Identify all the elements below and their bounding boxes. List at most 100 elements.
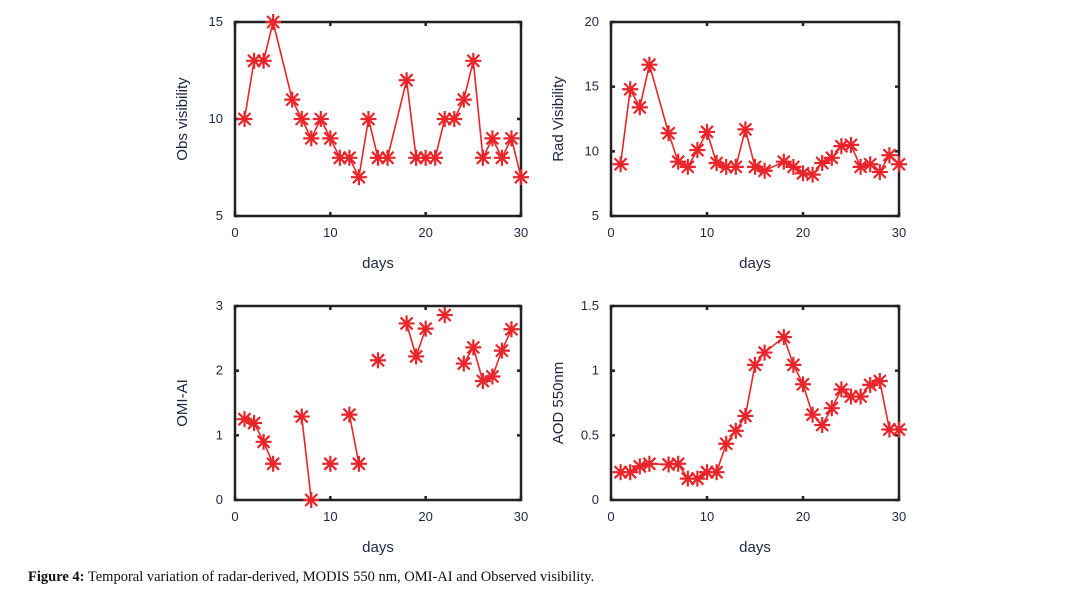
data-point-marker xyxy=(708,464,725,481)
data-point-marker xyxy=(474,149,491,166)
data-point-marker xyxy=(891,421,907,438)
subplot-omi-ai: 0 10 20 30 0 1 2 3 days OMI-AI xyxy=(174,298,528,556)
y-tick-label: 1.5 xyxy=(581,298,599,313)
data-point-marker xyxy=(622,81,639,98)
data-point-marker xyxy=(303,130,320,147)
data-point-marker xyxy=(689,142,706,159)
data-point-marker xyxy=(255,52,272,69)
series-omi xyxy=(236,307,520,508)
data-point-marker xyxy=(641,455,658,472)
data-point-marker xyxy=(785,158,802,175)
data-point-marker xyxy=(852,158,869,175)
y-axis-label: Rad Visibility xyxy=(550,76,567,162)
data-point-marker xyxy=(398,315,415,332)
data-point-marker xyxy=(737,121,754,138)
subplot-aod-550nm: 0 10 20 30 0 0.5 1 1.5 days AOD 550nm xyxy=(550,298,907,556)
data-point-marker xyxy=(670,455,687,472)
data-point-marker xyxy=(756,344,773,361)
data-point-marker xyxy=(350,169,367,186)
data-point-marker xyxy=(484,368,501,385)
data-point-marker xyxy=(436,307,453,324)
data-point-marker xyxy=(843,136,859,153)
data-point-marker xyxy=(804,166,821,183)
data-point-marker xyxy=(293,111,310,127)
data-point-marker xyxy=(455,355,472,372)
data-point-marker xyxy=(881,421,898,438)
data-point-marker xyxy=(408,348,425,365)
y-tick-label: 5 xyxy=(592,208,599,223)
data-point-marker xyxy=(465,52,482,69)
data-point-marker xyxy=(303,492,320,508)
y-tick-label: 10 xyxy=(209,111,223,126)
x-tick-label: 20 xyxy=(418,509,432,524)
data-point-marker xyxy=(679,470,696,487)
y-tick-label: 2 xyxy=(216,363,223,378)
series-line-segment xyxy=(244,418,274,465)
subplot-rad-visibility: 0 10 20 30 5 10 15 20 days Rad Visibility xyxy=(550,14,907,272)
x-axis-label: days xyxy=(739,539,771,556)
caption-label: Figure 4: xyxy=(28,569,85,585)
data-point-marker xyxy=(293,408,310,425)
x-tick-label: 30 xyxy=(892,509,906,524)
data-point-marker xyxy=(503,130,520,147)
y-tick-label: 0 xyxy=(216,492,223,507)
data-point-marker xyxy=(455,91,472,108)
x-tick-label: 0 xyxy=(607,225,614,240)
data-point-marker xyxy=(747,356,763,373)
data-point-marker xyxy=(823,149,840,166)
data-point-marker xyxy=(631,99,648,116)
y-tick-label: 3 xyxy=(216,298,223,313)
data-point-marker xyxy=(484,130,501,147)
x-tick-label: 0 xyxy=(231,509,238,524)
y-tick-label: 0 xyxy=(592,492,599,507)
data-point-marker xyxy=(689,470,706,487)
data-point-marker xyxy=(341,149,358,166)
data-point-marker xyxy=(718,435,735,452)
data-point-marker xyxy=(265,14,282,30)
y-axis-label: Obs visibility xyxy=(174,77,191,161)
data-point-marker xyxy=(398,72,415,89)
series-line-segment xyxy=(619,63,900,176)
data-point-marker xyxy=(322,130,339,147)
data-point-marker xyxy=(833,381,850,398)
data-point-marker xyxy=(679,158,696,175)
data-point-marker xyxy=(417,320,434,337)
data-point-marker xyxy=(699,123,715,140)
x-tick-label: 0 xyxy=(607,509,614,524)
data-point-marker xyxy=(775,329,792,346)
y-tick-label: 0.5 xyxy=(581,427,599,442)
data-point-marker xyxy=(350,455,367,472)
x-tick-label: 0 xyxy=(231,225,238,240)
data-point-marker xyxy=(785,356,802,373)
y-tick-label: 20 xyxy=(585,14,599,29)
data-point-marker xyxy=(379,149,396,166)
data-point-marker xyxy=(891,156,907,173)
y-axis-label: OMI-AI xyxy=(174,379,191,427)
data-point-marker xyxy=(322,455,339,472)
x-tick-label: 30 xyxy=(514,509,528,524)
y-tick-label: 15 xyxy=(209,14,223,29)
x-axis-label: days xyxy=(739,255,771,272)
data-point-marker xyxy=(795,376,811,393)
data-point-marker xyxy=(513,169,529,186)
axes-frame xyxy=(233,304,523,502)
series-rad xyxy=(612,56,907,183)
figure-caption: Figure 4: Temporal variation of radar-de… xyxy=(28,569,594,586)
data-point-marker xyxy=(246,415,263,432)
data-point-marker xyxy=(427,149,444,166)
x-tick-label: 20 xyxy=(796,509,810,524)
data-point-marker xyxy=(360,111,377,127)
data-point-marker xyxy=(493,149,510,166)
data-point-marker xyxy=(823,400,840,417)
y-tick-label: 1 xyxy=(216,427,223,442)
data-point-marker xyxy=(871,373,888,390)
data-point-marker xyxy=(737,407,754,424)
data-point-marker xyxy=(341,406,358,423)
data-point-marker xyxy=(265,455,282,472)
data-point-marker xyxy=(852,388,869,405)
y-tick-label: 10 xyxy=(585,143,599,158)
data-point-marker xyxy=(612,156,629,173)
data-point-marker xyxy=(370,352,386,369)
data-point-marker xyxy=(660,125,677,142)
